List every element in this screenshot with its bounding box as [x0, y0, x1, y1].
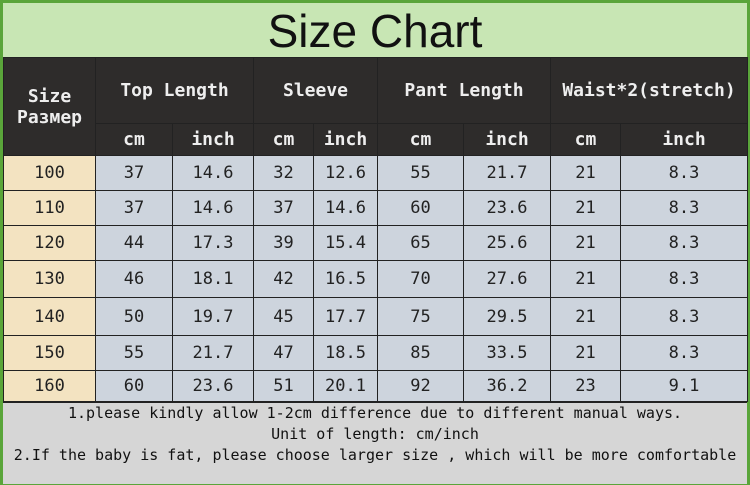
value-cell: 21.7	[463, 155, 551, 191]
header-top-length: Top Length	[95, 57, 254, 124]
value-cell: 17.7	[313, 297, 378, 336]
size-chart: Size Chart Size Размер Top Length Sleeve …	[3, 3, 749, 484]
header-size-en: Size	[27, 85, 72, 107]
value-cell: 23.6	[172, 370, 254, 402]
table-row: 140 50 19.7 45 17.7 75 29.5 21 8.3	[3, 297, 749, 336]
value-cell: 21.7	[172, 335, 254, 371]
value-cell: 37	[95, 190, 173, 226]
value-cell: 60	[377, 190, 464, 226]
size-cell: 100	[3, 155, 96, 191]
value-cell: 20.1	[313, 370, 378, 402]
header-pant-length: Pant Length	[377, 57, 551, 124]
notes: 1.please kindly allow 1-2cm difference d…	[3, 402, 747, 484]
value-cell: 60	[95, 370, 173, 402]
value-cell: 21	[550, 335, 621, 371]
unit-inch: inch	[313, 123, 378, 156]
table-row: 150 55 21.7 47 18.5 85 33.5 21 8.3	[3, 335, 749, 371]
value-cell: 21	[550, 225, 621, 261]
header-size: Size Размер	[3, 57, 96, 156]
value-cell: 25.6	[463, 225, 551, 261]
table-row: 130 46 18.1 42 16.5 70 27.6 21 8.3	[3, 260, 749, 298]
value-cell: 36.2	[463, 370, 551, 402]
value-cell: 15.4	[313, 225, 378, 261]
note-unit: Unit of length: cm/inch	[271, 425, 479, 443]
value-cell: 37	[253, 190, 314, 226]
value-cell: 27.6	[463, 260, 551, 298]
value-cell: 18.5	[313, 335, 378, 371]
value-cell: 51	[253, 370, 314, 402]
value-cell: 18.1	[172, 260, 254, 298]
value-cell: 70	[377, 260, 464, 298]
value-cell: 14.6	[313, 190, 378, 226]
size-cell: 130	[3, 260, 96, 298]
value-cell: 32	[253, 155, 314, 191]
value-cell: 29.5	[463, 297, 551, 336]
size-cell: 120	[3, 225, 96, 261]
value-cell: 19.7	[172, 297, 254, 336]
value-cell: 21	[550, 190, 621, 226]
value-cell: 9.1	[619, 370, 749, 402]
unit-cm: cm	[253, 123, 314, 156]
table-row: 100 37 14.6 32 12.6 55 21.7 21 8.3	[3, 155, 749, 191]
value-cell: 8.3	[619, 297, 749, 336]
value-cell: 14.6	[172, 190, 254, 226]
value-cell: 55	[377, 155, 464, 191]
value-cell: 39	[253, 225, 314, 261]
unit-cm: cm	[95, 123, 173, 156]
value-cell: 21	[550, 260, 621, 298]
value-cell: 33.5	[463, 335, 551, 371]
header-waist: Waist*2(stretch)	[549, 57, 749, 124]
header-sleeve: Sleeve	[253, 57, 378, 124]
value-cell: 8.3	[619, 190, 749, 226]
value-cell: 42	[253, 260, 314, 298]
unit-cm: cm	[550, 123, 621, 156]
value-cell: 45	[253, 297, 314, 336]
value-cell: 92	[377, 370, 464, 402]
value-cell: 8.3	[619, 225, 749, 261]
unit-cm: cm	[377, 123, 464, 156]
value-cell: 8.3	[619, 335, 749, 371]
note-2: 2.If the baby is fat, please choose larg…	[13, 446, 737, 464]
table-row: 120 44 17.3 39 15.4 65 25.6 21 8.3	[3, 225, 749, 261]
value-cell: 44	[95, 225, 173, 261]
header-size-ru: Размер	[16, 106, 83, 128]
value-cell: 55	[95, 335, 173, 371]
unit-inch: inch	[172, 123, 254, 156]
value-cell: 75	[377, 297, 464, 336]
size-cell: 160	[3, 370, 96, 402]
value-cell: 23.6	[463, 190, 551, 226]
value-cell: 46	[95, 260, 173, 298]
value-cell: 85	[377, 335, 464, 371]
value-cell: 8.3	[619, 155, 749, 191]
table-row: 110 37 14.6 37 14.6 60 23.6 21 8.3	[3, 190, 749, 226]
value-cell: 16.5	[313, 260, 378, 298]
value-cell: 21	[550, 297, 621, 336]
size-cell: 150	[3, 335, 96, 371]
value-cell: 14.6	[172, 155, 254, 191]
value-cell: 37	[95, 155, 173, 191]
value-cell: 12.6	[313, 155, 378, 191]
value-cell: 23	[550, 370, 621, 402]
value-cell: 21	[550, 155, 621, 191]
value-cell: 17.3	[172, 225, 254, 261]
value-cell: 65	[377, 225, 464, 261]
size-cell: 110	[3, 190, 96, 226]
size-cell: 140	[3, 297, 96, 336]
unit-inch: inch	[619, 123, 749, 156]
value-cell: 8.3	[619, 260, 749, 298]
value-cell: 47	[253, 335, 314, 371]
value-cell: 50	[95, 297, 173, 336]
unit-inch: inch	[463, 123, 551, 156]
chart-title: Size Chart	[267, 5, 483, 57]
size-table: Size Размер Top Length Sleeve Pant Length…	[3, 57, 749, 402]
table-row: 160 60 23.6 51 20.1 92 36.2 23 9.1	[3, 370, 749, 402]
note-1: 1.please kindly allow 1-2cm difference d…	[67, 404, 683, 422]
